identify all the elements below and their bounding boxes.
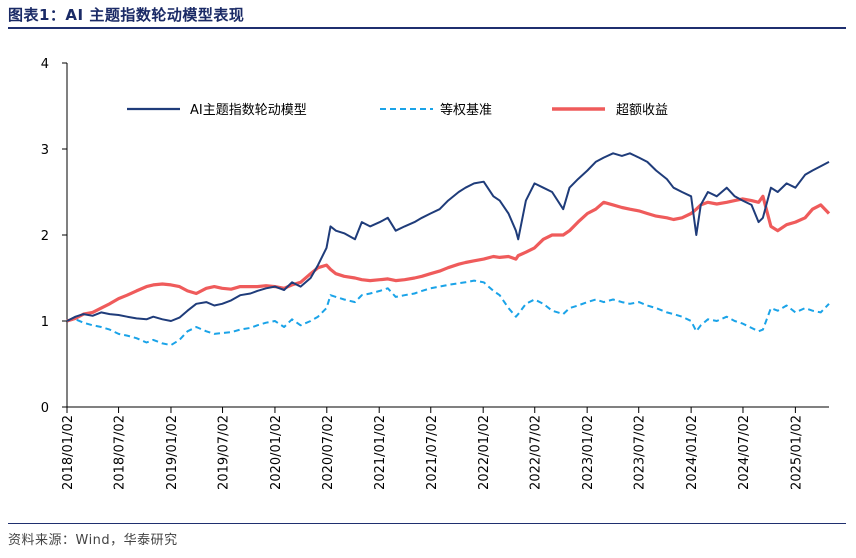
x-tick-label: 2018/01/02 bbox=[61, 415, 76, 490]
x-tick-label: 2020/01/02 bbox=[269, 415, 284, 490]
line-chart: 0 1 2 3 4 2018/01/02 2018/07/02 2019/01/02 2019/… bbox=[41, 57, 831, 490]
x-tick-label: 2025/01/02 bbox=[789, 415, 804, 490]
x-tick-label: 2020/07/02 bbox=[321, 415, 336, 490]
series-line-0 bbox=[66, 152, 830, 322]
y-tick-label: 3 bbox=[41, 143, 49, 158]
x-tick-label: 2019/01/02 bbox=[165, 415, 180, 490]
x-tick-label: 2021/01/02 bbox=[373, 415, 388, 490]
x-tick-label: 2022/01/02 bbox=[477, 415, 492, 490]
source-note: 资料来源：Wind，华泰研究 bbox=[8, 533, 178, 548]
x-tick-label: 2023/07/02 bbox=[633, 415, 648, 490]
y-tick-label: 2 bbox=[41, 229, 49, 244]
legend-label-1: 等权基准 bbox=[440, 102, 492, 118]
y-tick-label: 0 bbox=[41, 401, 49, 416]
x-tick-label: 2019/07/02 bbox=[217, 415, 232, 490]
legend-label-2: 超额收益 bbox=[616, 103, 668, 118]
series-layer bbox=[66, 152, 831, 347]
x-tick-label: 2018/07/02 bbox=[113, 415, 128, 490]
series-line-2 bbox=[66, 194, 831, 323]
y-tick-label: 4 bbox=[41, 57, 49, 72]
legend-label-0: AI主题指数轮动模型 bbox=[190, 103, 307, 118]
x-tick-label: 2022/07/02 bbox=[529, 415, 544, 490]
legend: AI主题指数轮动模型 等权基准 超额收益 bbox=[127, 102, 668, 118]
series-line-1 bbox=[66, 279, 830, 347]
x-tick-label: 2024/07/02 bbox=[737, 415, 752, 490]
axes: 0 1 2 3 4 2018/01/02 2018/07/02 2019/01/02 2019/… bbox=[41, 57, 829, 490]
x-tick-label: 2021/07/02 bbox=[425, 415, 440, 490]
bottom-rule bbox=[8, 523, 846, 524]
chart-title: 图表1：AI 主题指数轮动模型表现 bbox=[8, 6, 245, 24]
top-rule bbox=[8, 27, 846, 29]
x-tick-label: 2024/01/02 bbox=[685, 415, 700, 490]
x-tick-label: 2023/01/02 bbox=[581, 415, 596, 490]
y-tick-label: 1 bbox=[41, 315, 49, 330]
